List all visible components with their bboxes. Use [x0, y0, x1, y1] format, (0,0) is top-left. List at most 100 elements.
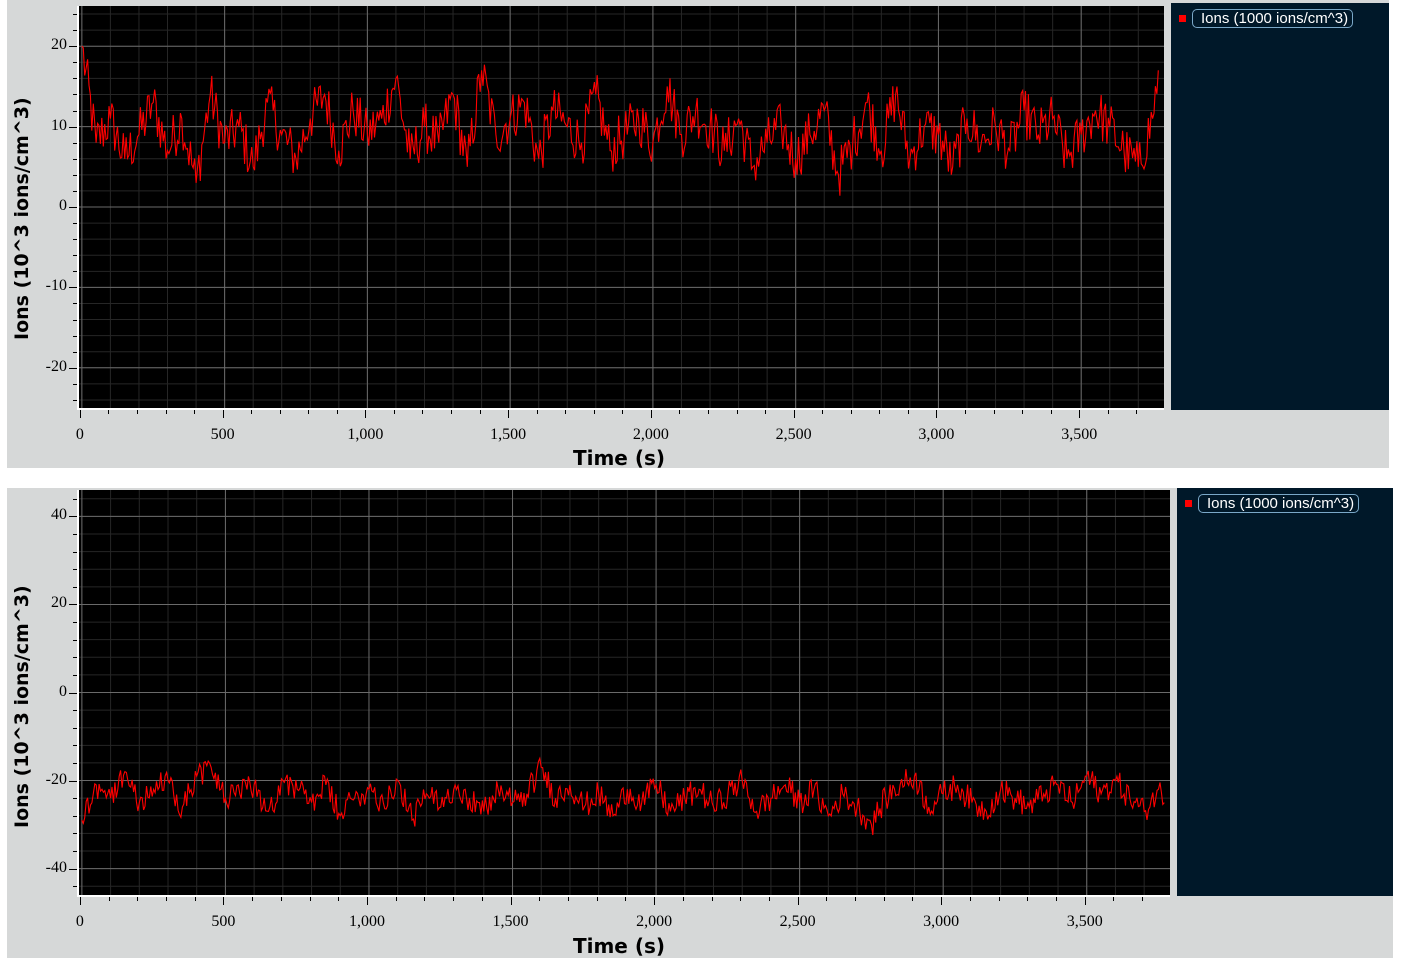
y-tick-mark: [73, 586, 77, 588]
x-tick-mark: [279, 410, 281, 414]
x-tick-mark: [912, 897, 914, 901]
chart-svg: [79, 6, 1164, 408]
x-tick-label: 3,500: [1066, 913, 1103, 930]
x-tick-mark: [393, 410, 395, 414]
y-tick-mark: [73, 399, 77, 401]
legend-label: Ions (1000 ions/cm^3): [1198, 494, 1360, 513]
x-tick-mark: [736, 410, 738, 414]
legend-item[interactable]: Ions (1000 ions/cm^3): [1179, 9, 1354, 28]
x-tick-mark: [855, 897, 857, 901]
x-tick-mark: [338, 897, 340, 901]
chart-svg: [79, 490, 1170, 895]
x-tick-mark: [1056, 897, 1058, 901]
x-tick-mark: [593, 410, 595, 414]
x-tick-label: 500: [211, 913, 236, 930]
y-tick-mark: [73, 239, 77, 241]
y-tick-mark: [73, 850, 77, 852]
x-tick-mark: [768, 897, 770, 901]
x-tick-mark: [479, 410, 481, 414]
x-tick-mark: [336, 410, 338, 414]
y-tick-mark: [73, 383, 77, 385]
y-tick-mark: [73, 351, 77, 353]
series-line: [81, 756, 1165, 836]
x-tick-mark: [508, 410, 510, 418]
x-tick-mark: [194, 897, 196, 901]
x-tick-mark: [1136, 410, 1138, 414]
x-tick-mark: [1113, 897, 1115, 901]
chart-panel-1: Ions (1000 ions/cm^3) 20 10 0 -10 -20 0 500 1,0…: [7, 0, 1389, 470]
y-tick-mark: [69, 46, 77, 48]
x-tick-mark: [993, 410, 995, 414]
y-tick-mark: [73, 639, 77, 641]
x-tick-mark: [309, 897, 311, 901]
x-tick-label: 500: [210, 426, 235, 443]
x-tick-mark: [79, 897, 81, 905]
y-axis-title: Ions (10^3 ions/cm^3): [11, 585, 33, 828]
legend: Ions (1000 ions/cm^3): [1171, 3, 1389, 410]
x-tick-mark: [365, 410, 367, 418]
x-axis-title: Time (s): [572, 446, 666, 470]
plot-area[interactable]: [77, 6, 1164, 410]
x-tick-label: 2,000: [632, 426, 669, 443]
x-tick-mark: [252, 897, 254, 901]
y-tick-mark: [73, 534, 77, 536]
x-tick-label: 1,500: [492, 913, 529, 930]
x-tick-mark: [740, 897, 742, 901]
y-tick-label: -40: [45, 858, 67, 876]
y-tick-mark: [69, 780, 77, 782]
x-tick-mark: [222, 410, 224, 418]
x-tick-mark: [366, 897, 368, 905]
x-tick-mark: [280, 897, 282, 901]
x-tick-label: 2,000: [636, 913, 673, 930]
y-tick-mark: [73, 745, 77, 747]
y-tick-label: -10: [45, 277, 67, 295]
y-tick-mark: [73, 335, 77, 337]
x-tick-label: 1,000: [347, 426, 384, 443]
legend-label: Ions (1000 ions/cm^3): [1192, 9, 1354, 28]
x-tick-mark: [422, 410, 424, 414]
y-tick-label: 20: [51, 36, 67, 54]
x-tick-mark: [108, 410, 110, 414]
y-tick-mark: [73, 762, 77, 764]
y-tick-label: 20: [51, 594, 67, 612]
x-tick-mark: [622, 410, 624, 414]
y-tick-mark: [73, 14, 77, 16]
x-tick-label: 3,000: [918, 426, 955, 443]
x-tick-label: 0: [75, 913, 84, 930]
y-axis-title: Ions (10^3 ions/cm^3): [11, 97, 33, 340]
y-tick-mark: [69, 126, 77, 128]
plot-area[interactable]: [77, 490, 1170, 897]
y-tick-mark: [69, 692, 77, 694]
y-tick-mark: [73, 158, 77, 160]
x-tick-label: 3,000: [923, 913, 960, 930]
y-tick-label: 40: [51, 506, 67, 524]
x-tick-mark: [510, 897, 512, 905]
x-tick-mark: [822, 410, 824, 414]
x-tick-mark: [998, 897, 1000, 901]
x-tick-mark: [879, 410, 881, 414]
x-tick-mark: [964, 410, 966, 414]
y-tick-mark: [73, 727, 77, 729]
x-tick-mark: [481, 897, 483, 901]
x-tick-mark: [682, 897, 684, 901]
x-tick-mark: [1050, 410, 1052, 414]
y-tick-label: 10: [51, 116, 67, 134]
x-tick-mark: [137, 897, 139, 901]
x-tick-mark: [536, 410, 538, 414]
legend-swatch-icon: [1185, 500, 1192, 507]
y-tick-mark: [73, 142, 77, 144]
x-tick-mark: [941, 897, 943, 905]
x-tick-mark: [308, 410, 310, 414]
y-tick-mark: [73, 815, 77, 817]
y-tick-mark: [73, 569, 77, 571]
y-tick-mark: [73, 30, 77, 32]
x-tick-mark: [1142, 897, 1144, 901]
x-tick-label: 1,000: [348, 913, 385, 930]
y-tick-label: 0: [59, 197, 67, 214]
x-tick-label: 1,500: [490, 426, 527, 443]
y-tick-mark: [73, 622, 77, 624]
x-tick-mark: [395, 897, 397, 901]
y-tick-mark: [69, 868, 77, 870]
legend-item[interactable]: Ions (1000 ions/cm^3): [1185, 494, 1360, 513]
y-tick-mark: [73, 94, 77, 96]
